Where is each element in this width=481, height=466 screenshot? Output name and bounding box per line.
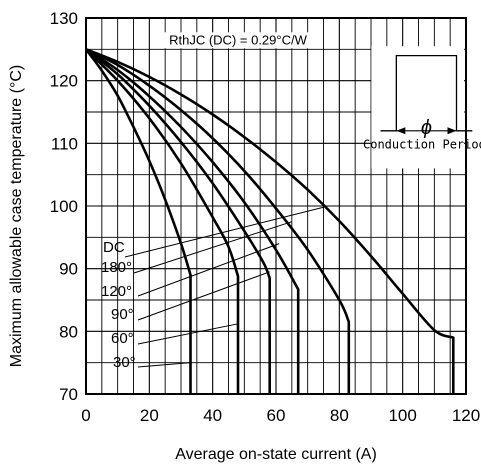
x-tick-labels: 0 20 40 60 80 100 120 — [81, 406, 480, 425]
curves — [84, 48, 455, 394]
y-tick-label: 70 — [59, 385, 78, 404]
x-tick-label: 0 — [81, 406, 90, 425]
inset-background — [371, 46, 464, 169]
y-tick-label: 80 — [59, 322, 78, 341]
leader-line — [137, 362, 191, 368]
curve-line — [85, 48, 455, 394]
series-leader-lines — [124, 206, 324, 368]
curve-line — [85, 48, 300, 394]
leader-line — [124, 206, 324, 258]
series-label: 90° — [111, 306, 134, 323]
x-tick-label: 20 — [140, 406, 159, 425]
y-tick-label: 130 — [50, 9, 78, 28]
inset-caption: Conduction Period — [363, 137, 481, 151]
y-tick-labels: 70 80 90 100 110 120 130 — [50, 9, 78, 404]
series-label: 180° — [101, 259, 132, 276]
leader-line — [133, 221, 292, 274]
series-label: DC — [103, 239, 125, 256]
series-label: 60° — [111, 330, 134, 347]
annotation-background — [162, 32, 314, 49]
grid-lines — [86, 18, 466, 394]
x-tick-label: 60 — [267, 406, 286, 425]
leader-line — [137, 243, 280, 297]
curve-line — [85, 48, 271, 394]
curve-line — [85, 48, 351, 394]
series-label: 120° — [101, 283, 132, 300]
x-tick-label: 120 — [452, 406, 480, 425]
arrow-head-right — [447, 127, 457, 135]
curve-line — [84, 48, 192, 394]
leader-line — [137, 323, 239, 345]
x-axis-label: Average on-state current (A) — [175, 446, 377, 463]
series-label: 30° — [113, 354, 136, 371]
plot-frame — [85, 17, 467, 395]
conduction-period-inset: ϕ Conduction Period — [363, 46, 481, 169]
leader-line — [137, 271, 270, 321]
x-tick-label: 40 — [203, 406, 222, 425]
arrow-head-left — [396, 127, 406, 135]
conduction-pulse — [380, 54, 473, 132]
y-tick-label: 110 — [51, 134, 78, 153]
phi-symbol: ϕ — [421, 117, 432, 139]
y-tick-label: 120 — [50, 72, 78, 91]
series-labels: DC 180° 120° 90° 60° 30° — [101, 239, 136, 371]
x-tick-label: 100 — [388, 406, 416, 425]
curve-line — [85, 48, 240, 394]
x-tick-label: 80 — [330, 406, 349, 425]
y-tick-label: 90 — [59, 260, 78, 279]
y-tick-label: 100 — [50, 197, 78, 216]
thermal-resistance-annotation: RthJC (DC) = 0.29°C/W — [169, 32, 307, 47]
y-axis-label: Maximum allowable case temperature (°C) — [8, 65, 25, 368]
